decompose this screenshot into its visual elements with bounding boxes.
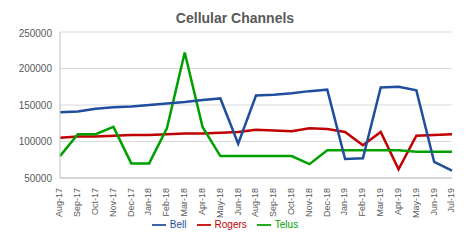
- svg-text:Apr-18: Apr-18: [197, 188, 207, 215]
- html-text:Bell: Bell: [169, 218, 187, 230]
- svg-text:Sep-18: Sep-18: [268, 188, 278, 217]
- svg-text:Apr-19: Apr-19: [393, 188, 403, 215]
- svg-text:100000: 100000: [19, 136, 53, 147]
- svg-text:200000: 200000: [19, 63, 53, 74]
- svg-text:Nov-17: Nov-17: [108, 188, 118, 217]
- svg-text:Sep-17: Sep-17: [72, 188, 82, 217]
- svg-text:Aug-17: Aug-17: [54, 188, 64, 217]
- svg-text:250000: 250000: [19, 28, 53, 39]
- svg-text:Jun-18: Jun-18: [233, 188, 243, 216]
- svg-text:Oct-17: Oct-17: [90, 188, 100, 215]
- svg-text:Feb-19: Feb-19: [357, 188, 367, 217]
- svg-text:Mar-18: Mar-18: [179, 188, 189, 217]
- svg-text:Jan-19: Jan-19: [339, 188, 349, 216]
- svg-text:May-19: May-19: [411, 188, 421, 218]
- svg-text:Jan-18: Jan-18: [143, 188, 153, 216]
- svg-text:May-18: May-18: [215, 188, 225, 218]
- svg-text:150000: 150000: [19, 100, 53, 111]
- svg-text:50000: 50000: [24, 173, 52, 184]
- html-text:Rogers: Rogers: [214, 218, 247, 230]
- svg-text:Jul-19: Jul-19: [446, 188, 456, 213]
- svg-text:Feb-18: Feb-18: [161, 188, 171, 217]
- svg-text:Nov-18: Nov-18: [304, 188, 314, 217]
- svg-text:Aug-18: Aug-18: [250, 188, 260, 217]
- svg-text:Dec-17: Dec-17: [126, 188, 136, 217]
- html-text:Cellular Channels: Cellular Channels: [175, 10, 295, 26]
- svg-text:Oct-18: Oct-18: [286, 188, 296, 215]
- svg-text:Jun-19: Jun-19: [429, 188, 439, 216]
- html-text:Telus: Telus: [274, 218, 299, 230]
- svg-text:Dec-18: Dec-18: [322, 188, 332, 217]
- svg-text:Mar-19: Mar-19: [375, 188, 385, 217]
